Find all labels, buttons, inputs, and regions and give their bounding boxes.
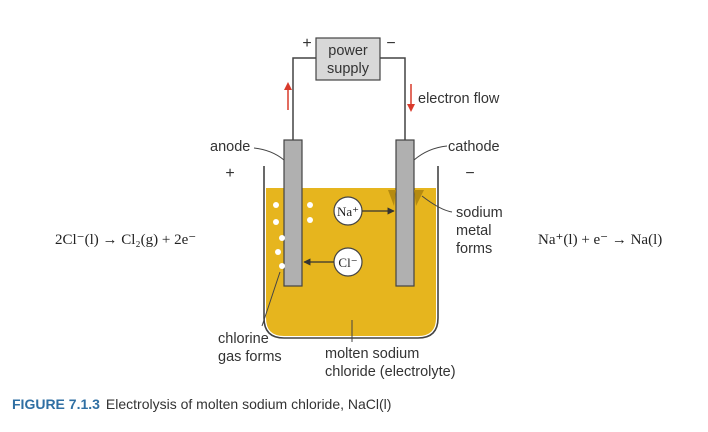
cathode-wire [380, 57, 406, 140]
cathode-label: cathode [448, 139, 500, 155]
figure-number: FIGURE 7.1.3 [12, 396, 100, 412]
anode-equation: 2Cl⁻(l) → Cl₂(g) + 2e⁻ [55, 232, 196, 248]
sodium-metal-label-line2: metal [456, 223, 491, 239]
electrolyte-label-line1: molten sodium [325, 346, 419, 362]
power-supply-plus: + [302, 35, 311, 52]
anode-wire [292, 57, 316, 140]
sodium-metal-deposit [388, 190, 424, 206]
power-supply-minus: − [386, 35, 395, 52]
anode-sign: + [225, 165, 234, 182]
electrolyte-label-line2: chloride (electrolyte) [325, 364, 456, 380]
anode-label: anode [210, 139, 250, 155]
sodium-metal-label-line1: sodium [456, 205, 503, 221]
cathode-sign: − [465, 165, 474, 182]
figure-caption-text: Electrolysis of molten sodium chloride, … [105, 396, 392, 412]
chlorine-gas-label-line2: gas forms [218, 349, 282, 365]
figure-caption: FIGURE 7.1.3 Electrolysis of molten sodiu… [12, 396, 391, 412]
sodium-metal-label-line3: forms [456, 241, 492, 257]
electron-flow-label: electron flow [418, 91, 500, 107]
chlorine-gas-label-line1: chlorine [218, 331, 269, 347]
cathode-equation: Na⁺(l) + e⁻ → Na(l) [538, 232, 662, 248]
cathode-electrode [395, 139, 415, 287]
power-supply-label-line1: power [328, 43, 368, 59]
power-supply-box [315, 37, 381, 81]
beaker [263, 166, 439, 339]
anode-electrode [283, 139, 303, 287]
power-supply-label-line2: supply [327, 61, 370, 77]
chlorine-bubbles [273, 202, 313, 269]
chloride-ion-label: Cl⁻ [338, 255, 357, 270]
sodium-ion-label: Na⁺ [337, 204, 359, 219]
